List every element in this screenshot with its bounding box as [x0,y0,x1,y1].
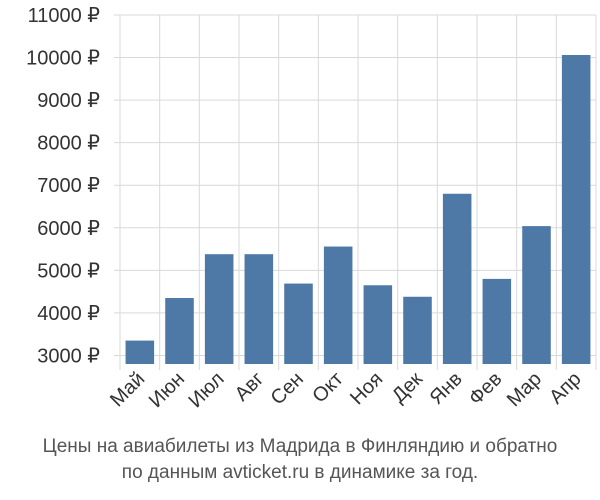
y-axis-ticks: 3000 ₽ 4000 ₽ 5000 ₽ 6000 ₽ 7000 ₽ 8000 ₽ 9000… [26,5,100,367]
x-tick-label: Янв [426,368,467,409]
x-tick-label: Июн [145,368,189,412]
x-tick-label: Мар [503,368,546,411]
y-tick-label: 9000 ₽ [37,90,100,112]
bar [244,254,274,364]
bar [561,55,591,364]
x-tick-label: Июл [184,368,228,412]
bar [165,298,194,364]
bar-chart: 3000 ₽ 4000 ₽ 5000 ₽ 6000 ₽ 7000 ₽ 8000 ₽ 9000… [26,5,597,412]
x-tick-label: Апр [545,368,586,409]
y-tick-label: 6000 ₽ [37,218,100,240]
grid-lines [114,14,597,370]
y-tick-label: 3000 ₽ [37,345,100,367]
bar [482,278,512,364]
x-tick-label: Окт [308,368,347,407]
chart-caption-line-1: Цены на авиабилеты из Мадрида в Финлянди… [42,436,558,457]
x-tick-label: Сен [267,368,308,409]
x-tick-label: Дек [388,368,427,407]
bar [204,254,234,364]
bar [363,285,393,364]
y-tick-label: 7000 ₽ [37,175,100,197]
x-tick-label: Авг [231,368,269,406]
bar [323,246,353,364]
chart-caption-line-2: по данным avticket.ru в динамике за год. [121,462,479,483]
x-tick-label: Фев [465,368,507,410]
y-tick-label: 5000 ₽ [37,260,100,282]
y-tick-label: 4000 ₽ [37,303,100,325]
bars [125,55,591,364]
x-tick-label: Ноя [346,368,387,409]
y-tick-label: 10000 ₽ [26,48,100,70]
y-tick-label: 11000 ₽ [28,5,101,27]
bar [403,296,432,364]
bar [442,193,472,364]
bar [522,226,551,364]
bar [125,340,155,364]
bar [284,283,313,364]
x-tick-label: Май [106,368,149,411]
y-tick-label: 8000 ₽ [37,133,100,155]
